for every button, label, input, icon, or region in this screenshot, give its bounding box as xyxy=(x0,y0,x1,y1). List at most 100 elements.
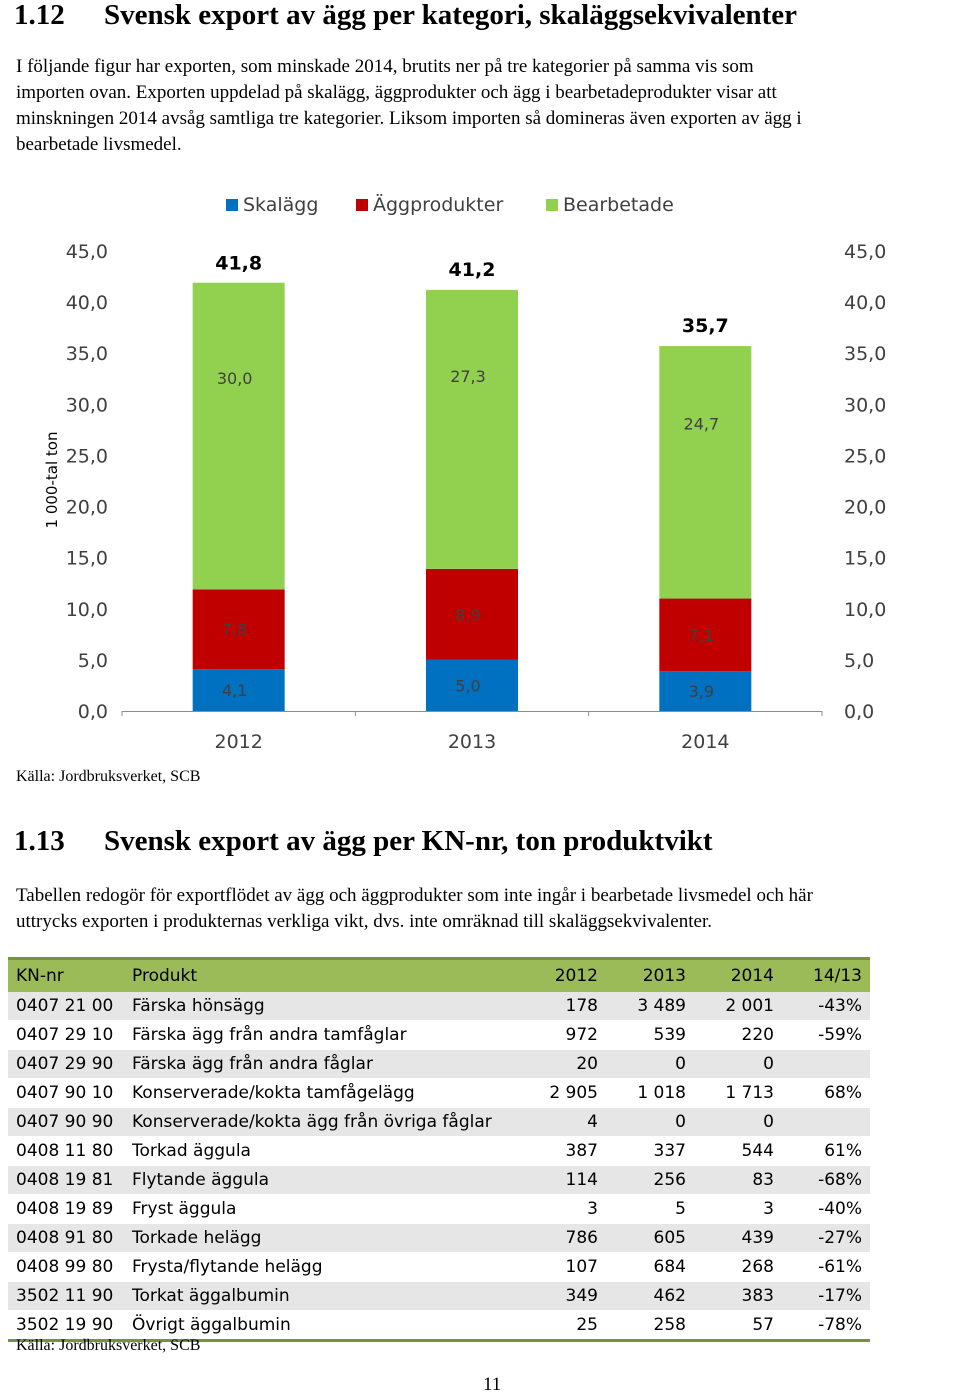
total-label: 41,8 xyxy=(215,253,262,275)
cell-change: -40% xyxy=(782,1194,870,1224)
cell-2012: 3 xyxy=(518,1194,606,1224)
table-row: 0407 90 90 Konserverade/kokta ägg från öv… xyxy=(8,1107,870,1137)
cell-kn-nr: 0408 19 81 xyxy=(8,1165,124,1195)
cell-2013: 1 018 xyxy=(606,1078,694,1108)
legend-label: Bearbetade xyxy=(563,194,674,216)
cell-change: -78% xyxy=(782,1310,870,1342)
total-label: 41,2 xyxy=(449,259,496,281)
x-tick-label: 2013 xyxy=(448,731,496,753)
cell-produkt: Torkat äggalbumin xyxy=(124,1281,518,1311)
paragraph-line: bearbetade livsmedel. xyxy=(16,134,182,155)
cell-change xyxy=(782,1107,870,1137)
table-row: 0407 29 90 Färska ägg från andra fåglar 20… xyxy=(8,1049,870,1079)
cell-change xyxy=(782,1049,870,1079)
table-row: 3502 19 90 Övrigt äggalbumin 25 258 57 -78% xyxy=(8,1310,870,1342)
cell-2014: 2 001 xyxy=(694,992,782,1021)
y-tick-label-right: 5,0 xyxy=(844,650,874,672)
cell-change: 68% xyxy=(782,1078,870,1108)
section-title: Svensk export av ägg per kategori, skalä… xyxy=(104,0,798,31)
header-2014: 2014 xyxy=(694,957,782,992)
bar-segment-bearbetade xyxy=(426,289,518,569)
y-tick-label-left: 0,0 xyxy=(78,701,108,723)
y-tick-label-right: 20,0 xyxy=(844,497,886,519)
y-tick-label-left: 10,0 xyxy=(66,599,108,621)
bar-segment-skalägg xyxy=(192,669,285,711)
table-row: 0407 90 10 Konserverade/kokta tamfågelägg… xyxy=(8,1078,870,1108)
cell-kn-nr: 0407 90 90 xyxy=(8,1107,124,1137)
y-tick-label-right: 35,0 xyxy=(844,343,886,365)
cell-2012: 20 xyxy=(518,1049,606,1079)
section-title: Svensk export av ägg per KN-nr, ton prod… xyxy=(104,825,713,857)
bar-segment-äggprodukter xyxy=(192,589,285,670)
cell-2013: 0 xyxy=(606,1107,694,1137)
cell-produkt: Konserverade/kokta tamfågelägg xyxy=(124,1078,518,1108)
y-tick-label-left: 15,0 xyxy=(66,548,108,570)
table-row: 0407 29 10 Färska ägg från andra tamfågla… xyxy=(8,1020,870,1050)
legend-label: Äggprodukter xyxy=(373,193,503,216)
kn-export-table: KN-nr Produkt 2012 2013 2014 14/13 0407 … xyxy=(8,957,870,1342)
data-label: 4,1 xyxy=(222,681,247,700)
cell-produkt: Torkade helägg xyxy=(124,1223,518,1253)
y-tick-label-right: 10,0 xyxy=(844,599,886,621)
chart-source: Källa: Jordbruksverket, SCB xyxy=(16,768,201,785)
data-label: 30,0 xyxy=(217,369,253,388)
cell-change: -27% xyxy=(782,1223,870,1253)
paragraph-line: Tabellen redogör för exportflödet av ägg… xyxy=(16,885,813,906)
header-2013: 2013 xyxy=(606,957,694,992)
data-label: 3,9 xyxy=(689,682,714,701)
cell-kn-nr: 0408 99 80 xyxy=(8,1252,124,1282)
data-label: 7,1 xyxy=(689,626,714,645)
cell-2014: 544 xyxy=(694,1136,782,1166)
cell-2014: 268 xyxy=(694,1252,782,1282)
x-tick-label: 2012 xyxy=(214,731,262,753)
cell-produkt: Fryst äggula xyxy=(124,1194,518,1224)
cell-2013: 3 489 xyxy=(606,992,694,1021)
cell-produkt: Färska ägg från andra tamfåglar xyxy=(124,1020,518,1050)
intro-paragraph-1-13: Tabellen redogör för exportflödet av ägg… xyxy=(16,883,960,935)
table-header-row: KN-nr Produkt 2012 2013 2014 14/13 xyxy=(8,957,870,992)
y-tick-label-left: 5,0 xyxy=(78,650,108,672)
y-tick-label-right: 40,0 xyxy=(844,292,886,314)
cell-2014: 0 xyxy=(694,1049,782,1079)
section-heading-1-13: 1.13 Svensk export av ägg per KN-nr, ton … xyxy=(14,826,713,856)
bar-segment-bearbetade xyxy=(659,346,752,599)
cell-2013: 684 xyxy=(606,1252,694,1282)
cell-kn-nr: 0408 19 89 xyxy=(8,1194,124,1224)
data-label: 8,9 xyxy=(455,605,480,624)
cell-2014: 1 713 xyxy=(694,1078,782,1108)
cell-2013: 605 xyxy=(606,1223,694,1253)
y-tick-label-right: 25,0 xyxy=(844,445,886,467)
cell-2012: 4 xyxy=(518,1107,606,1137)
data-label: 5,0 xyxy=(455,676,480,695)
bar-segment-skalägg xyxy=(426,659,518,711)
cell-change: -17% xyxy=(782,1281,870,1311)
data-label: 27,3 xyxy=(450,367,486,386)
header-produkt: Produkt xyxy=(124,957,518,992)
section-number: 1.12 xyxy=(14,0,65,31)
cell-change: -59% xyxy=(782,1020,870,1050)
cell-2012: 114 xyxy=(518,1165,606,1195)
cell-2013: 337 xyxy=(606,1136,694,1166)
x-tick-label: 2014 xyxy=(681,731,729,753)
cell-produkt: Färska ägg från andra fåglar xyxy=(124,1049,518,1079)
paragraph-line: uttrycks exporten i produkternas verklig… xyxy=(16,911,712,932)
cell-change: -68% xyxy=(782,1165,870,1195)
cell-2013: 258 xyxy=(606,1310,694,1342)
cell-2012: 786 xyxy=(518,1223,606,1253)
bar-segment-skalägg xyxy=(659,671,752,711)
header-kn-nr: KN-nr xyxy=(8,957,124,992)
cell-2013: 539 xyxy=(606,1020,694,1050)
table-row: 0408 91 80 Torkade helägg 786 605 439 -27% xyxy=(8,1223,870,1253)
cell-produkt: Konserverade/kokta ägg från övriga fågla… xyxy=(124,1107,518,1137)
cell-2014: 83 xyxy=(694,1165,782,1195)
data-label: 7,8 xyxy=(222,620,247,639)
cell-2014: 3 xyxy=(694,1194,782,1224)
stacked-bar-chart: Skalägg Äggprodukter Bearbetade 0,0 0,0 5,0 5,… xyxy=(43,193,886,753)
y-tick-label-left: 30,0 xyxy=(66,394,108,416)
y-tick-label-right: 30,0 xyxy=(844,394,886,416)
table-row: 0408 19 81 Flytande äggula 114 256 83 -68% xyxy=(8,1165,870,1195)
cell-produkt: Övrigt äggalbumin xyxy=(124,1310,518,1342)
cell-2012: 349 xyxy=(518,1281,606,1311)
cell-kn-nr: 0407 21 00 xyxy=(8,992,124,1021)
cell-2012: 107 xyxy=(518,1252,606,1282)
